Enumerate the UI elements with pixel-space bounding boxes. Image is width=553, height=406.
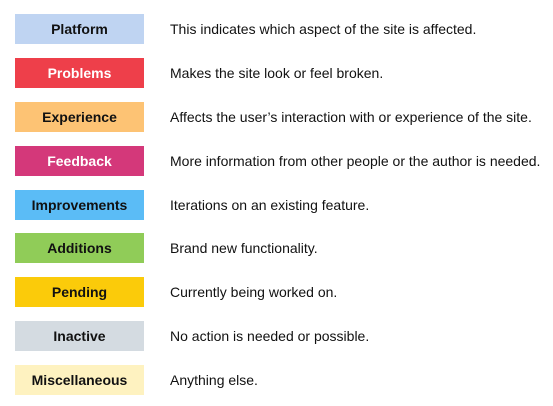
label-description-experience: Affects the user’s interaction with or e… — [170, 109, 532, 125]
label-description-improvements: Iterations on an existing feature. — [170, 197, 370, 213]
label-row-experience: Experience Affects the user’s interactio… — [0, 102, 553, 132]
label-badge-problems: Problems — [15, 58, 144, 88]
label-badge-platform: Platform — [15, 14, 144, 44]
label-badge-feedback: Feedback — [15, 146, 144, 176]
label-row-platform: Platform This indicates which aspect of … — [0, 14, 553, 44]
label-row-inactive: Inactive No action is needed or possible… — [0, 321, 553, 351]
label-description-inactive: No action is needed or possible. — [170, 328, 370, 344]
label-badge-additions: Additions — [15, 233, 144, 263]
label-row-pending: Pending Currently being worked on. — [0, 277, 553, 307]
label-description-feedback: More information from other people or th… — [170, 153, 541, 169]
label-description-miscellaneous: Anything else. — [170, 372, 258, 388]
label-row-additions: Additions Brand new functionality. — [0, 233, 553, 263]
label-badge-improvements: Improvements — [15, 190, 144, 220]
label-badge-inactive: Inactive — [15, 321, 144, 351]
label-row-feedback: Feedback More information from other peo… — [0, 146, 553, 176]
label-badge-miscellaneous: Miscellaneous — [15, 365, 144, 395]
label-row-improvements: Improvements Iterations on an existing f… — [0, 190, 553, 220]
label-description-problems: Makes the site look or feel broken. — [170, 65, 384, 81]
label-badge-pending: Pending — [15, 277, 144, 307]
label-row-problems: Problems Makes the site look or feel bro… — [0, 58, 553, 88]
label-description-pending: Currently being worked on. — [170, 284, 338, 300]
label-badge-experience: Experience — [15, 102, 144, 132]
label-row-miscellaneous: Miscellaneous Anything else. — [0, 365, 553, 395]
label-description-additions: Brand new functionality. — [170, 240, 318, 256]
label-description-platform: This indicates which aspect of the site … — [170, 21, 477, 37]
